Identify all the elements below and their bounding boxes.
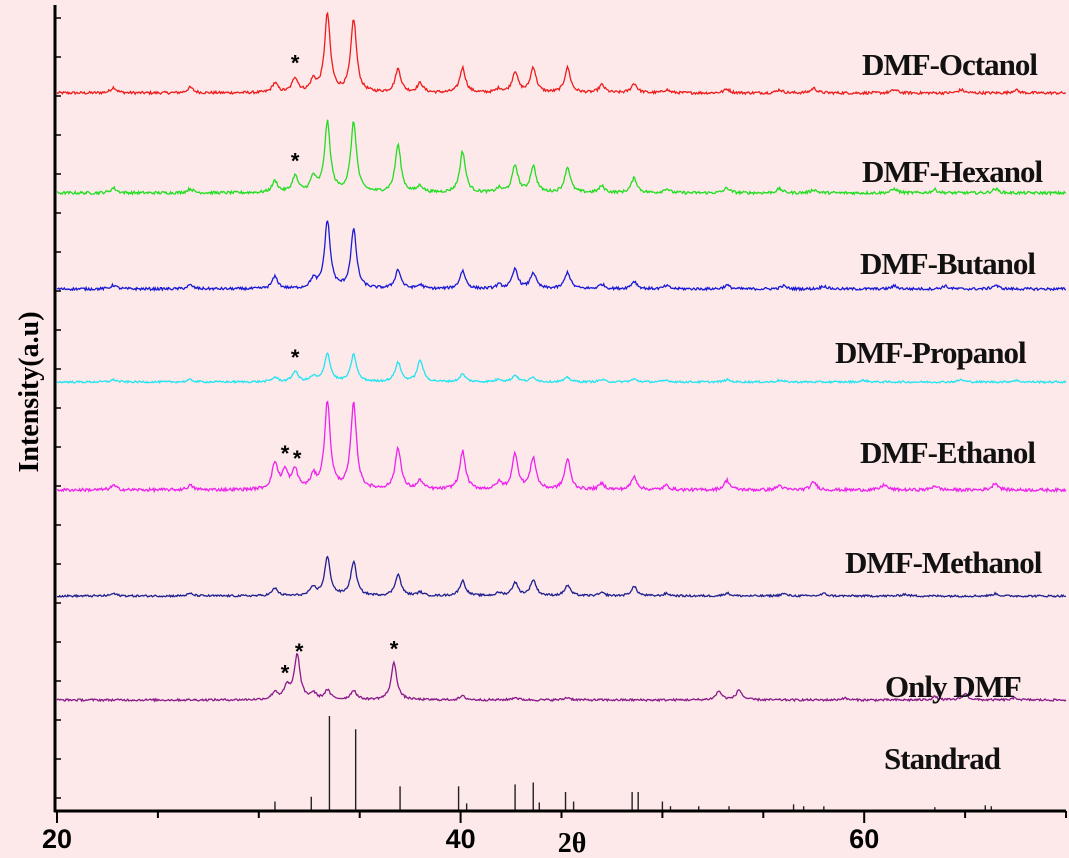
x-tick-label: 60	[849, 824, 879, 854]
x-tick-label: 20	[42, 824, 72, 854]
axis-layer: Intensity(a.u) 2θ 20 40 60	[14, 5, 1067, 858]
series-label: DMF-Octanol	[862, 47, 1038, 82]
series-line-dmf-methanol	[56, 555, 1067, 599]
series-line-dmf-propanol	[56, 352, 1067, 385]
peak-star-marker: *	[281, 441, 290, 466]
reference-label: Standrad	[884, 741, 1001, 776]
peak-star-marker: *	[291, 50, 300, 75]
series-label: DMF-Ethanol	[860, 435, 1036, 470]
peak-star-marker: *	[295, 639, 304, 664]
peak-star-marker: *	[281, 660, 290, 685]
series-line-dmf-butanol	[56, 220, 1067, 292]
series-label: DMF-Butanol	[860, 246, 1036, 281]
peak-star-marker: *	[291, 345, 300, 370]
series-label: DMF-Hexanol	[862, 154, 1044, 189]
peak-star-marker: *	[291, 149, 300, 174]
series-label: DMF-Propanol	[835, 335, 1027, 370]
series-label: Only DMF	[885, 669, 1021, 704]
series-line-dmf-octanol	[56, 11, 1067, 96]
series-line-only-dmf	[56, 653, 1067, 703]
series-line-dmf-hexanol	[56, 119, 1067, 197]
peak-star-marker: *	[293, 446, 302, 471]
x-tick-label: 40	[446, 824, 476, 854]
y-axis-title: Intensity(a.u)	[14, 311, 45, 472]
x-axis-title: 2θ	[558, 828, 587, 858]
series-label: DMF-Methanol	[845, 545, 1043, 580]
series-line-dmf-ethanol	[56, 400, 1067, 494]
peak-star-marker: *	[390, 637, 399, 662]
plot-layer: DMF-Octanol * DMF-Hexanol * DMF-Butanol DMF-P…	[56, 11, 1067, 811]
